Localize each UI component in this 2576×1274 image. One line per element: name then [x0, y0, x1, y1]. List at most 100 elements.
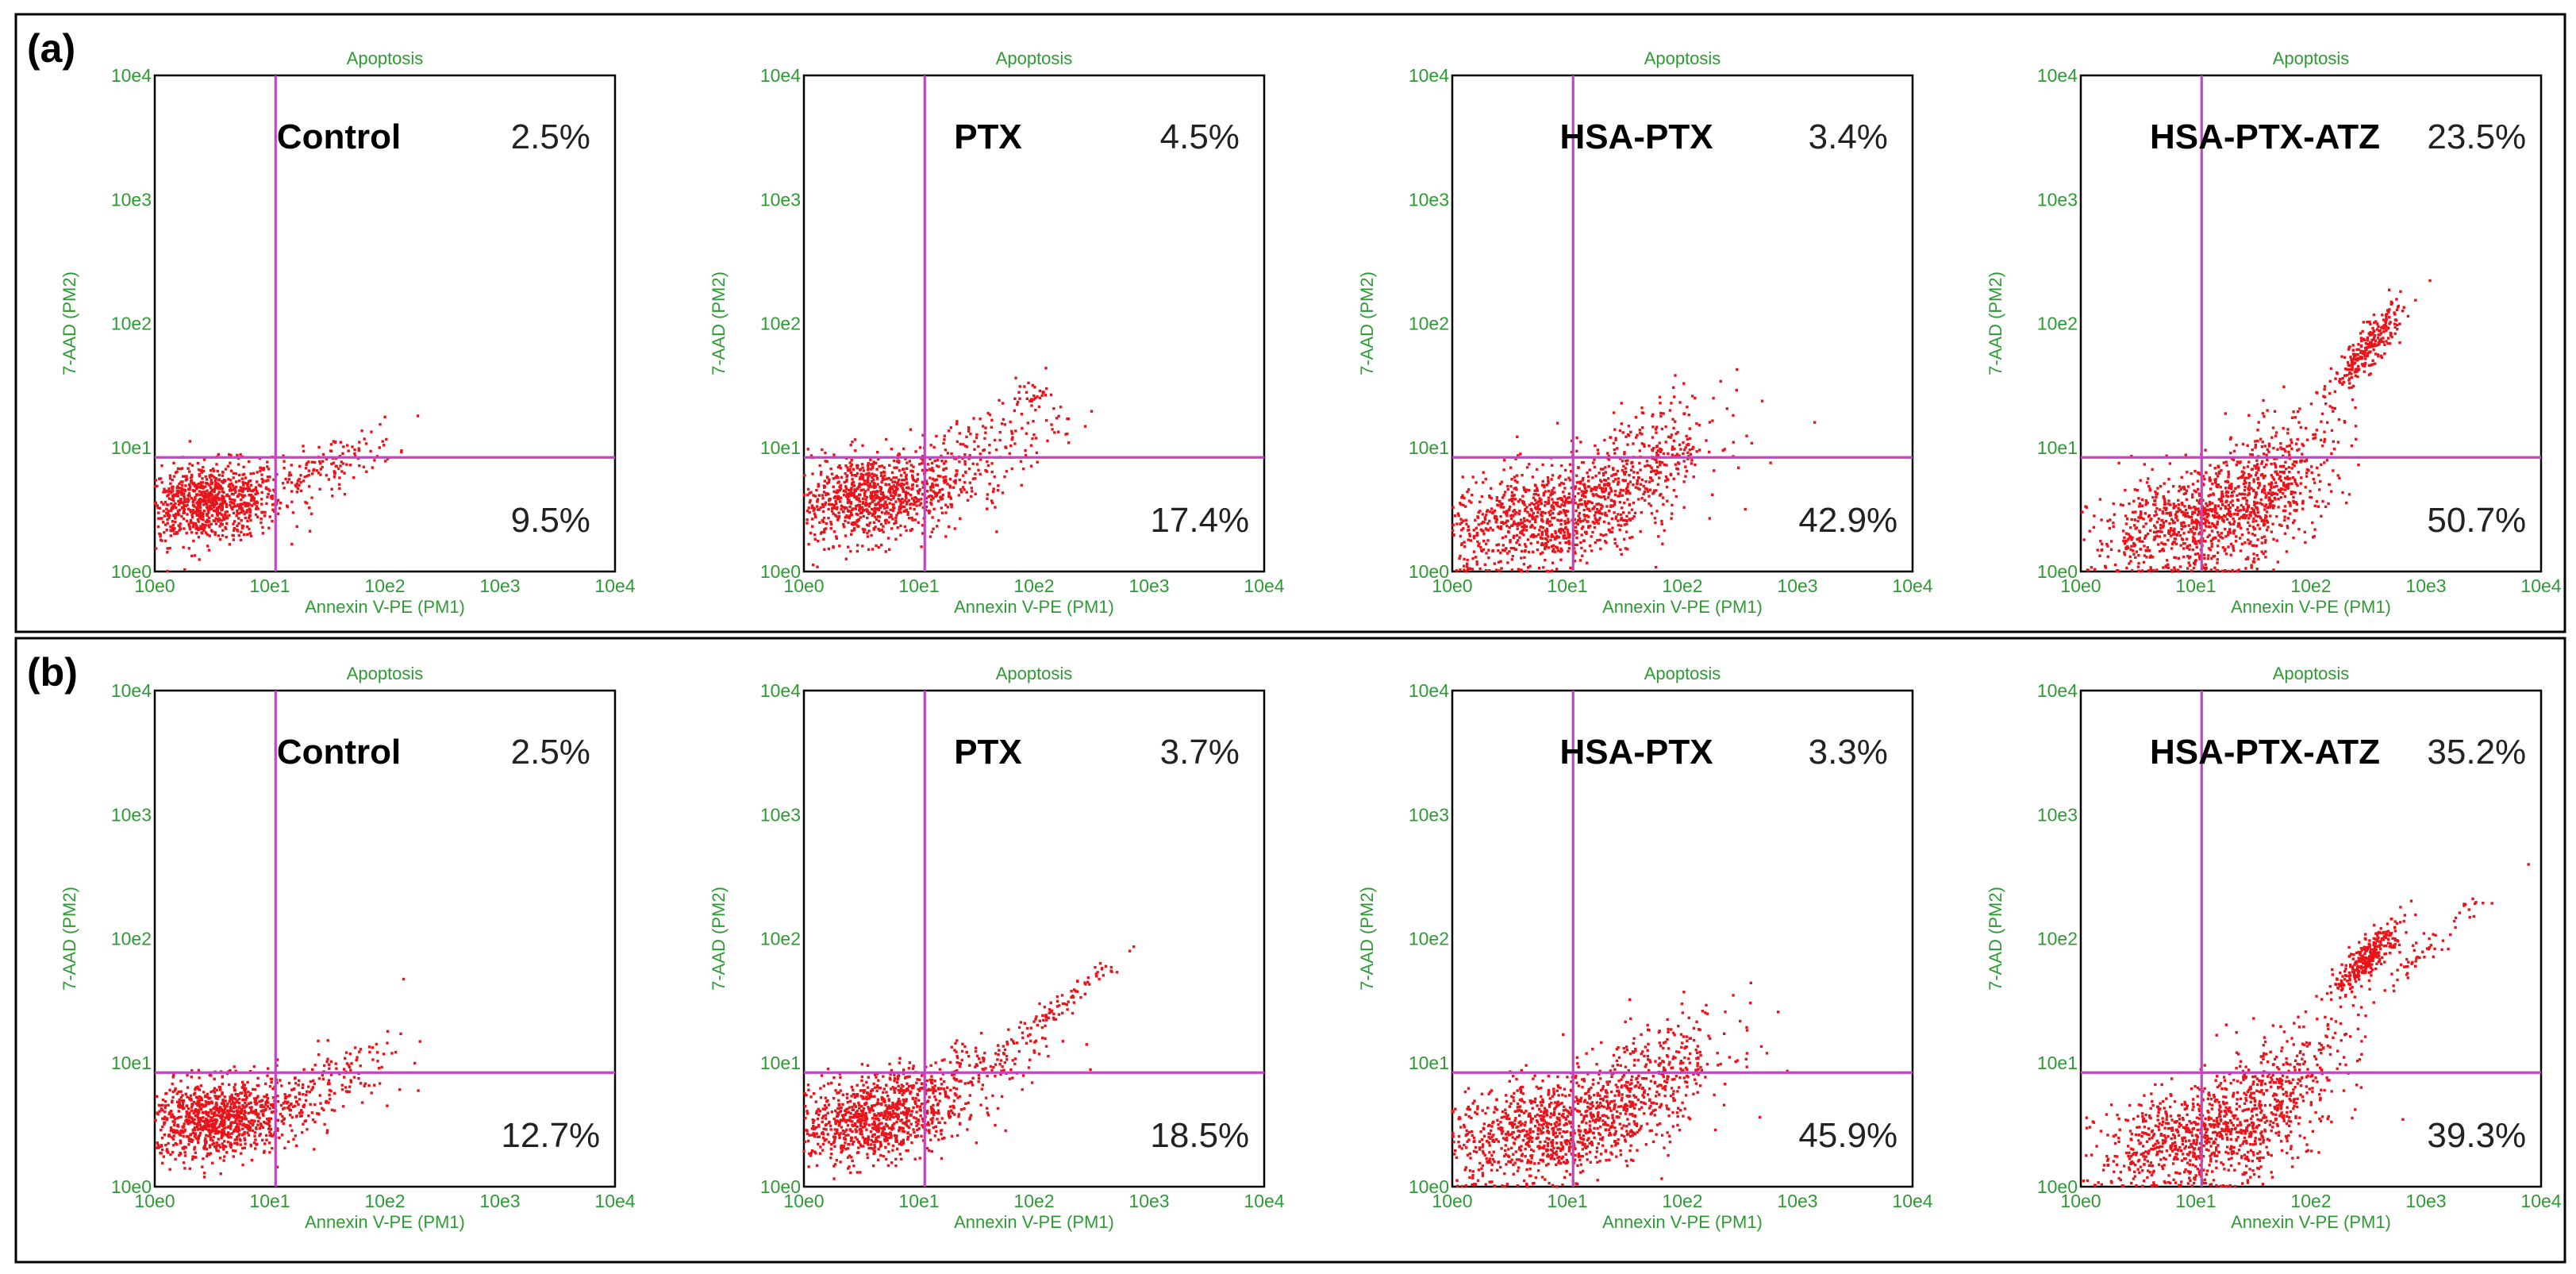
- data-point: [965, 491, 968, 494]
- data-point: [1493, 509, 1497, 513]
- data-point: [1594, 486, 1597, 489]
- data-point: [2312, 433, 2315, 437]
- data-point: [1513, 498, 1517, 501]
- data-point: [2369, 372, 2372, 375]
- data-point: [1001, 491, 1005, 495]
- data-point: [894, 537, 898, 541]
- data-point: [282, 454, 285, 457]
- x-tick-label: 10e4: [1244, 575, 1284, 596]
- data-point: [936, 491, 939, 495]
- data-point: [821, 497, 825, 500]
- data-point: [2371, 326, 2374, 330]
- data-point: [1628, 474, 1631, 477]
- data-point: [192, 505, 196, 508]
- data-point: [988, 451, 991, 455]
- data-point: [1672, 426, 1675, 430]
- data-point: [172, 475, 176, 478]
- data-point: [1516, 527, 1519, 530]
- data-point: [807, 506, 810, 510]
- data-point: [2264, 514, 2267, 518]
- data-point: [221, 503, 224, 506]
- data-point: [1475, 532, 1479, 535]
- data-point: [2286, 517, 2290, 520]
- data-point: [1599, 547, 1602, 551]
- data-point: [848, 517, 852, 520]
- data-point: [1497, 543, 1501, 546]
- data-point: [2214, 481, 2217, 484]
- data-point: [848, 501, 852, 504]
- data-point: [1632, 471, 1636, 474]
- data-point: [207, 524, 210, 527]
- data-point: [1623, 537, 1626, 541]
- data-point: [1547, 490, 1551, 493]
- data-point: [1014, 376, 1017, 379]
- data-point: [254, 487, 257, 491]
- data-point: [2161, 512, 2165, 515]
- data-point: [849, 490, 852, 493]
- data-point: [975, 436, 978, 439]
- data-point: [847, 498, 850, 502]
- x-tick-label: 10e0: [134, 575, 175, 596]
- data-point: [903, 499, 906, 502]
- y-tick-label: 10e4: [2037, 65, 2078, 86]
- data-point: [1541, 551, 1544, 554]
- data-point: [240, 502, 244, 506]
- data-point: [1651, 448, 1655, 452]
- data-point: [2316, 391, 2319, 395]
- data-point: [892, 491, 895, 495]
- data-point: [827, 547, 831, 551]
- data-point: [1537, 533, 1540, 537]
- data-point: [221, 1129, 224, 1132]
- data-point: [952, 479, 956, 483]
- data-point: [1655, 451, 1659, 455]
- data-point: [2125, 532, 2128, 535]
- data-point: [1593, 458, 1596, 461]
- data-point: [1612, 479, 1615, 483]
- data-point: [2212, 523, 2216, 527]
- data-point: [2354, 425, 2358, 428]
- data-point: [1613, 499, 1616, 503]
- data-point: [1463, 541, 1466, 544]
- data-point: [201, 522, 204, 526]
- data-point: [1499, 527, 1503, 530]
- data-point: [2294, 460, 2298, 464]
- data-point: [2229, 542, 2233, 546]
- scatter-points: [153, 414, 420, 573]
- data-point: [2286, 428, 2290, 431]
- data-point: [897, 511, 900, 514]
- data-point: [2243, 493, 2247, 496]
- data-point: [304, 501, 307, 504]
- data-point: [1723, 448, 1726, 451]
- data-point: [2162, 521, 2165, 525]
- data-point: [2304, 486, 2307, 489]
- data-point: [2272, 537, 2275, 541]
- data-point: [2293, 478, 2297, 481]
- data-point: [2256, 510, 2259, 514]
- data-point: [890, 478, 893, 482]
- data-point: [929, 494, 932, 498]
- data-point: [216, 509, 219, 512]
- y-tick-label: 10e0: [2037, 561, 2078, 582]
- data-point: [214, 522, 218, 525]
- data-point: [207, 1114, 210, 1118]
- data-point: [1083, 425, 1087, 428]
- data-point: [337, 467, 340, 471]
- data-point: [351, 445, 354, 448]
- data-point: [2406, 314, 2410, 318]
- data-point: [2292, 410, 2295, 414]
- data-point: [2146, 546, 2149, 549]
- data-point: [843, 480, 846, 484]
- data-point: [2116, 569, 2119, 573]
- data-point: [913, 496, 917, 499]
- data-point: [849, 471, 852, 474]
- data-point: [932, 445, 936, 449]
- data-point: [1621, 506, 1624, 510]
- data-point: [870, 533, 873, 537]
- data-point: [1542, 494, 1545, 497]
- data-point: [838, 488, 842, 492]
- plot-a-control: 10e010e010e110e110e210e210e310e310e410e4…: [60, 48, 636, 617]
- data-point: [220, 508, 224, 512]
- data-point: [2192, 561, 2196, 565]
- data-point: [240, 505, 243, 508]
- data-point: [809, 454, 813, 457]
